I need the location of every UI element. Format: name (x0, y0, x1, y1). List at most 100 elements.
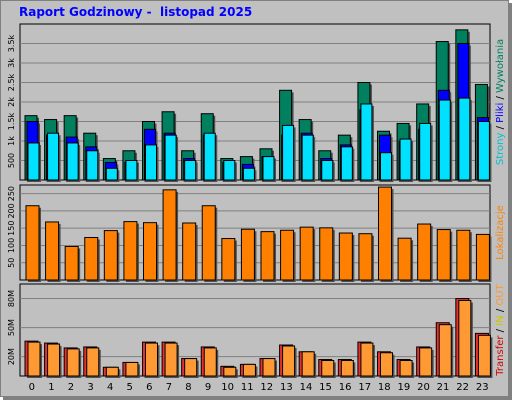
x-tick-label: 17 (358, 382, 371, 393)
pages-bar (458, 97, 471, 181)
pages-bar (282, 124, 295, 181)
visits-bar (221, 238, 236, 281)
pages-bar (223, 160, 236, 181)
panel-0-y-tick-label: 1k (7, 136, 16, 146)
visits-bar (25, 205, 40, 281)
x-tick-label: 12 (260, 382, 273, 393)
pages-bar (399, 138, 412, 181)
transfer-out-bar (86, 347, 100, 377)
transfer-out-bar (419, 347, 433, 377)
transfer-out-bar (458, 299, 472, 377)
legend-entry: Pliki (495, 103, 506, 123)
visits-bar (84, 237, 99, 281)
x-tick-label: 2 (68, 382, 74, 393)
transfer-out-bar (262, 358, 276, 377)
visits-bar (338, 232, 353, 281)
report-title: Raport Godzinowy - listopad 2025 (19, 5, 253, 19)
x-tick-label: 23 (476, 382, 489, 393)
transfer-out-bar (360, 342, 374, 377)
visits-bar (143, 222, 157, 281)
panel-0-y-tick-label: 500 (7, 153, 16, 168)
transfer-out-bar (242, 363, 256, 377)
x-tick-label: 18 (378, 382, 391, 393)
transfer-out-bar (125, 361, 139, 377)
transfer-out-bar (105, 366, 119, 377)
transfer-out-bar (164, 342, 178, 377)
visits-bar (103, 230, 118, 281)
pages-bar (184, 160, 197, 181)
x-tick-label: 11 (241, 382, 254, 393)
legend-entry: Lokalizacje (495, 205, 506, 260)
panel-0-y-tick-label: 3.5k (7, 34, 16, 52)
visits-bar (417, 223, 432, 281)
x-tick-label: 22 (456, 382, 469, 393)
transfer-out-bar (47, 343, 61, 377)
panel-2-legend: Transfer / IN / OUT (495, 283, 506, 376)
panel-2-y-tick-label: 50M (7, 319, 16, 336)
visits-bar (358, 233, 373, 281)
panel-0-y-tick-label: 1.5k (7, 112, 16, 130)
x-tick-label: 8 (185, 382, 191, 393)
transfer-out-bar (282, 345, 296, 377)
x-tick-label: 15 (319, 382, 332, 393)
panel-1-y-tick-label: 150 (7, 221, 16, 236)
pages-bar (86, 150, 99, 181)
pages-bar (105, 167, 118, 181)
legend-entry: / (495, 123, 506, 133)
transfer-out-bar (399, 360, 413, 377)
legend-entry: OUT (495, 283, 506, 305)
transfer-out-bar (438, 324, 452, 377)
panel-1-y-tick-label: 50 (7, 258, 16, 268)
frame-shadow-bottom (3, 397, 512, 400)
pages-bar (340, 146, 353, 181)
panel-0-legend: Strony / Pliki / Wywołania (495, 39, 506, 165)
visits-bar (64, 245, 79, 281)
visits-bar (475, 233, 490, 281)
pages-bar (164, 134, 177, 181)
pages-bar (262, 156, 275, 181)
x-tick-label: 1 (48, 382, 54, 393)
visits-bar (299, 226, 314, 281)
panel-0-y-tick-label: 3k (7, 58, 16, 68)
x-tick-label: 16 (339, 382, 352, 393)
visits-bar (456, 229, 471, 281)
legend-entry: Strony (495, 133, 506, 166)
pages-bar (438, 99, 451, 181)
x-tick-label: 9 (205, 382, 211, 393)
transfer-out-bar (27, 341, 41, 377)
x-tick-label: 20 (417, 382, 430, 393)
visits-bar (319, 227, 334, 281)
x-tick-label: 21 (437, 382, 450, 393)
legend-entry: / (495, 93, 506, 103)
x-tick-label: 19 (398, 382, 411, 393)
visits-bar (260, 231, 275, 281)
pages-bar (27, 142, 40, 181)
legend-entry: Transfer (495, 335, 506, 377)
pages-bar (380, 152, 392, 181)
pages-bar (477, 121, 490, 181)
transfer-out-bar (203, 347, 217, 377)
pages-bar (321, 160, 334, 181)
panel-0-y-tick-label: 2.5k (7, 73, 16, 91)
x-tick-label: 13 (280, 382, 293, 393)
visits-bar (162, 189, 177, 281)
legend-entry: Wywołania (495, 39, 506, 93)
pages-bar (66, 142, 79, 181)
transfer-out-bar (223, 366, 237, 377)
visits-bar (182, 222, 197, 281)
transfer-out-bar (380, 352, 393, 377)
visits-bar (280, 229, 295, 281)
transfer-out-bar (321, 360, 335, 377)
visits-bar (201, 205, 216, 281)
visits-bar (45, 221, 60, 281)
pages-bar (242, 167, 255, 181)
x-tick-label: 10 (221, 382, 234, 393)
panel-2-y-tick-label: 20M (7, 348, 16, 365)
visits-bar (436, 229, 451, 281)
legend-entry: / (495, 306, 506, 316)
x-tick-label: 14 (300, 382, 313, 393)
panel-1-y-tick-label: 100 (7, 238, 16, 253)
pages-bar (47, 132, 60, 181)
transfer-out-bar (477, 334, 491, 377)
pages-bar (203, 132, 216, 181)
